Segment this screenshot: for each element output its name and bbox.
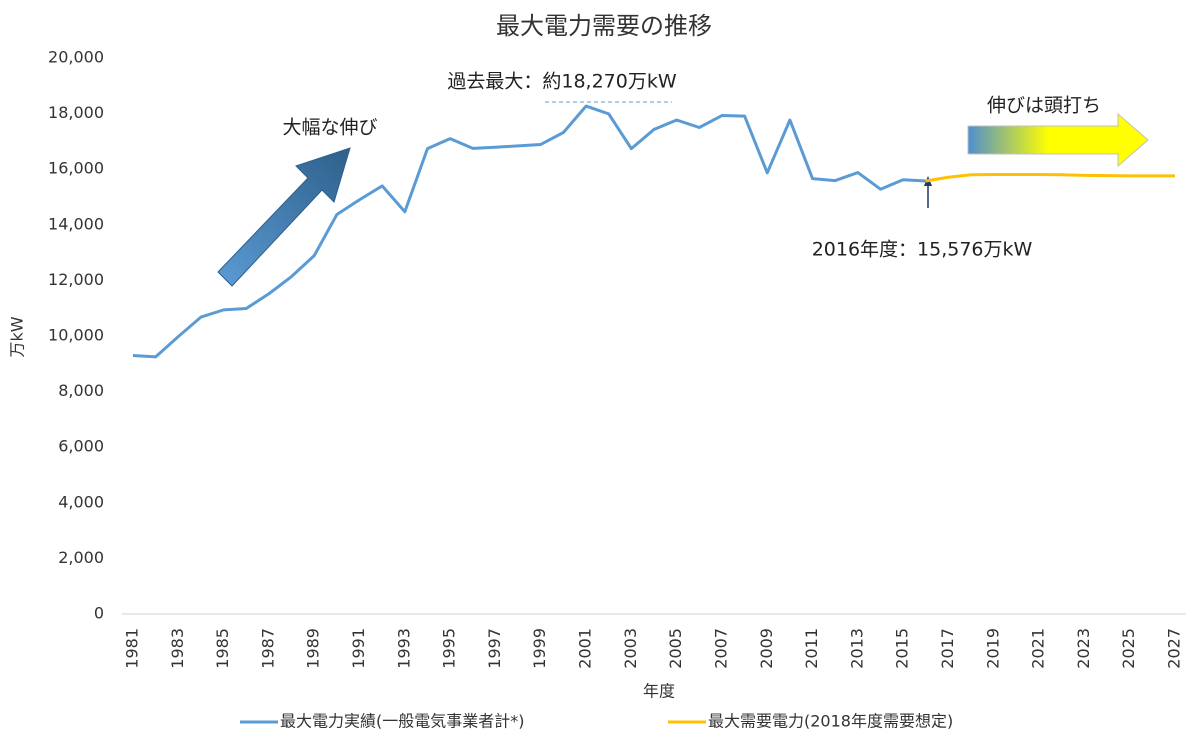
annotation: 伸びは頭打ち	[987, 95, 1101, 117]
x-axis-label: 年度	[643, 682, 675, 701]
y-tick-label: 10,000	[48, 326, 104, 345]
x-tick-label: 2027	[1165, 628, 1184, 669]
x-tick-label: 1989	[304, 628, 323, 669]
x-tick-label: 2005	[666, 628, 685, 669]
x-tick-label: 2017	[938, 628, 957, 669]
x-tick-label: 1983	[168, 628, 187, 669]
x-tick-label: 1987	[258, 628, 277, 669]
y-tick-label: 6,000	[58, 437, 104, 456]
y-tick-label: 18,000	[48, 103, 104, 122]
x-tick-label: 2011	[802, 628, 821, 669]
x-tick-label: 2019	[983, 628, 1002, 669]
x-tick-label: 2015	[893, 628, 912, 669]
x-tick-label: 1993	[394, 628, 413, 669]
flat-arrow	[967, 112, 1149, 168]
y-tick-label: 20,000	[48, 48, 104, 67]
x-tick-label: 1997	[485, 628, 504, 669]
x-tick-label: 1985	[213, 628, 232, 669]
annotation: 過去最大：約18,270万kW	[447, 71, 676, 93]
y-tick-label: 4,000	[58, 492, 104, 511]
y-axis-label: 万kW	[8, 316, 27, 357]
x-tick-label: 1999	[530, 628, 549, 669]
y-tick-label: 14,000	[48, 214, 104, 233]
x-tick-label: 1991	[349, 628, 368, 669]
x-tick-label: 2007	[711, 628, 730, 669]
x-tick-label: 2001	[576, 628, 595, 669]
x-tick-label: 2021	[1029, 628, 1048, 669]
y-tick-label: 2,000	[58, 548, 104, 567]
chart-title: 最大電力需要の推移	[496, 12, 712, 40]
x-tick-label: 2003	[621, 628, 640, 669]
y-tick-label: 16,000	[48, 159, 104, 178]
annotation: 大幅な伸び	[282, 117, 377, 139]
annotation: 2016年度：15,576万kW	[812, 239, 1033, 261]
y-tick-label: 12,000	[48, 270, 104, 289]
legend-label: 最大電力実績(一般電気事業者計*)	[280, 712, 525, 731]
series-line	[925, 172, 1175, 183]
x-tick-label: 2025	[1119, 628, 1138, 669]
growth-arrow	[217, 147, 351, 287]
x-tick-label: 1981	[123, 628, 142, 669]
y-tick-label: 8,000	[58, 381, 104, 400]
legend-label: 最大需要電力(2018年度需要想定)	[708, 712, 953, 731]
x-tick-label: 2013	[847, 628, 866, 669]
y-tick-label: 0	[94, 604, 104, 623]
x-tick-label: 2009	[757, 628, 776, 669]
x-tick-label: 2023	[1074, 628, 1093, 669]
series-line	[132, 104, 926, 359]
x-tick-label: 1995	[440, 628, 459, 669]
